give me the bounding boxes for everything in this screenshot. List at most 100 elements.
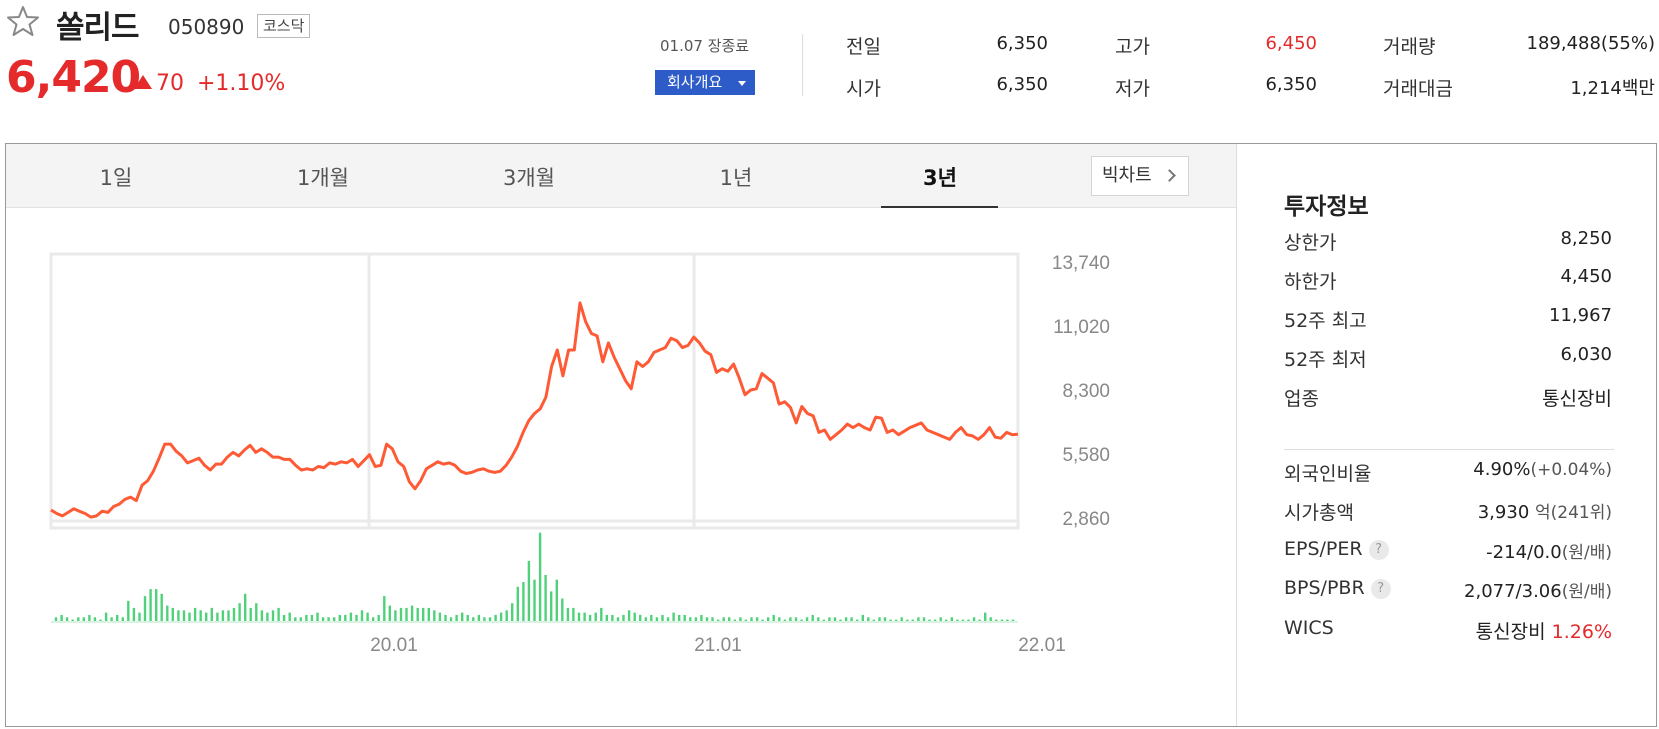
volume-bar [171, 607, 174, 622]
volume-bar [655, 617, 659, 622]
volume-bar [505, 610, 508, 623]
foreign-ratio: 4.90%(+0.04%) [1473, 459, 1612, 480]
volume-bar [767, 617, 770, 622]
volume-bar [127, 600, 130, 623]
foreign-ratio-change: (+0.04%) [1530, 460, 1612, 480]
tab-3year[interactable]: 3년 [923, 166, 957, 190]
y-tick-label: 13,740 [1052, 253, 1110, 274]
up-arrow-icon [134, 75, 152, 89]
volume-bar [861, 614, 864, 622]
high-label: 고가 [1115, 36, 1150, 58]
foreign-ratio-label: 외국인비율 [1284, 463, 1372, 485]
volume-bar [705, 617, 709, 622]
volume-bar [282, 614, 286, 622]
volume-bar [945, 619, 948, 622]
bigchart-button[interactable]: 빅차트 [1091, 156, 1189, 196]
volume-value: 189,488(55%) [1526, 33, 1656, 54]
volume-bar [494, 614, 497, 622]
volume-bar [984, 612, 987, 622]
company-overview-button[interactable]: 회사개요 [655, 70, 755, 95]
volume-bar [594, 612, 597, 622]
volume-bar [600, 607, 603, 622]
wics[interactable]: 통신장비 1.26% [1476, 617, 1612, 644]
volume-bar [182, 610, 186, 623]
active-tab-indicator [881, 206, 998, 208]
volume-bar [449, 617, 453, 622]
volume-bar [472, 617, 475, 622]
volume-bar [622, 614, 625, 622]
volume-bar [255, 603, 258, 622]
tab-1month[interactable]: 1개월 [296, 166, 349, 190]
volume-bar [82, 617, 85, 622]
volume-bar [522, 582, 525, 623]
volume-bar [155, 589, 158, 622]
volume-bar [104, 612, 108, 622]
volume-bar [466, 614, 469, 622]
volume-bar [1000, 619, 1004, 622]
volume-bar [572, 607, 575, 622]
low-label: 저가 [1115, 78, 1150, 100]
eps-per-label: EPS/PER? [1284, 538, 1389, 560]
volume-bar [822, 619, 825, 622]
volume-bar [967, 619, 970, 622]
volume-bar [138, 612, 141, 622]
volume-bar [889, 619, 892, 622]
volume-bar [711, 617, 714, 622]
volume-bar [577, 612, 581, 622]
volume-bar [789, 617, 792, 622]
volume-bar [116, 614, 119, 622]
upper-limit-label: 상한가 [1284, 232, 1337, 254]
volume-bar [93, 617, 97, 622]
tab-1day[interactable]: 1일 [99, 166, 133, 190]
volume-bar [856, 619, 859, 622]
volume-bar [399, 607, 403, 622]
open-label: 시가 [846, 78, 881, 100]
volume-bar [755, 617, 759, 622]
volume-bar [989, 617, 992, 622]
volume-bar [850, 617, 853, 622]
wics-label: WICS [1284, 617, 1334, 639]
volume-bar [817, 617, 820, 622]
wics-change: 1.26% [1551, 621, 1612, 643]
volume-bar [716, 619, 720, 622]
volume-bar [338, 614, 341, 622]
eps-per-value: -214/0.0 [1486, 542, 1562, 563]
volume-bar [950, 617, 953, 622]
volume-bar [700, 614, 703, 622]
tab-3month[interactable]: 3개월 [502, 166, 555, 190]
panel-divider [1236, 144, 1237, 726]
volume-bar [205, 612, 208, 622]
volume-bar [1006, 619, 1009, 622]
volume-bar [166, 605, 169, 622]
volume-bar [455, 614, 458, 622]
chevron-right-icon [1163, 169, 1176, 182]
volume-bar [266, 612, 269, 622]
volume-bar [588, 614, 592, 622]
sector-label: 업종 [1284, 388, 1319, 410]
x-axis-ticks: 20.01 21.01 22.01 [370, 635, 1066, 656]
sector-value[interactable]: 통신장비 [1542, 388, 1612, 410]
tab-1year[interactable]: 1년 [719, 166, 753, 190]
volume-bar [1011, 619, 1015, 622]
stock-header: 쏠리드 050890 코스닥 6,420 70 +1.10% 01.07 장종료… [0, 0, 1659, 110]
price-chart: 13,740 11,020 8,300 5,580 2,860 20.01 21.01 22… [49, 252, 1110, 656]
y-axis-ticks: 13,740 11,020 8,300 5,580 2,860 [1052, 253, 1110, 530]
favorite-star-icon[interactable] [6, 4, 40, 38]
volume-bar [839, 619, 842, 622]
bigchart-label: 빅차트 [1102, 165, 1152, 186]
bps-pbr-value: 2,077/3.06 [1464, 581, 1562, 602]
volume-bar [683, 614, 686, 622]
invest-title: 투자정보 [1284, 194, 1369, 220]
low52-label: 52주 최저 [1284, 349, 1367, 371]
market-cap: 3,930 억(241위) [1478, 498, 1612, 523]
volume-bar [516, 586, 519, 623]
help-icon[interactable]: ? [1368, 540, 1389, 560]
volume-bar [199, 610, 202, 623]
help-icon[interactable]: ? [1370, 579, 1391, 599]
volume-bar [666, 617, 670, 622]
volume-bar [783, 619, 787, 622]
volume-bar [405, 607, 408, 622]
volume-bar [778, 617, 781, 622]
volume-bar [772, 614, 775, 622]
volume-bar [193, 607, 197, 622]
